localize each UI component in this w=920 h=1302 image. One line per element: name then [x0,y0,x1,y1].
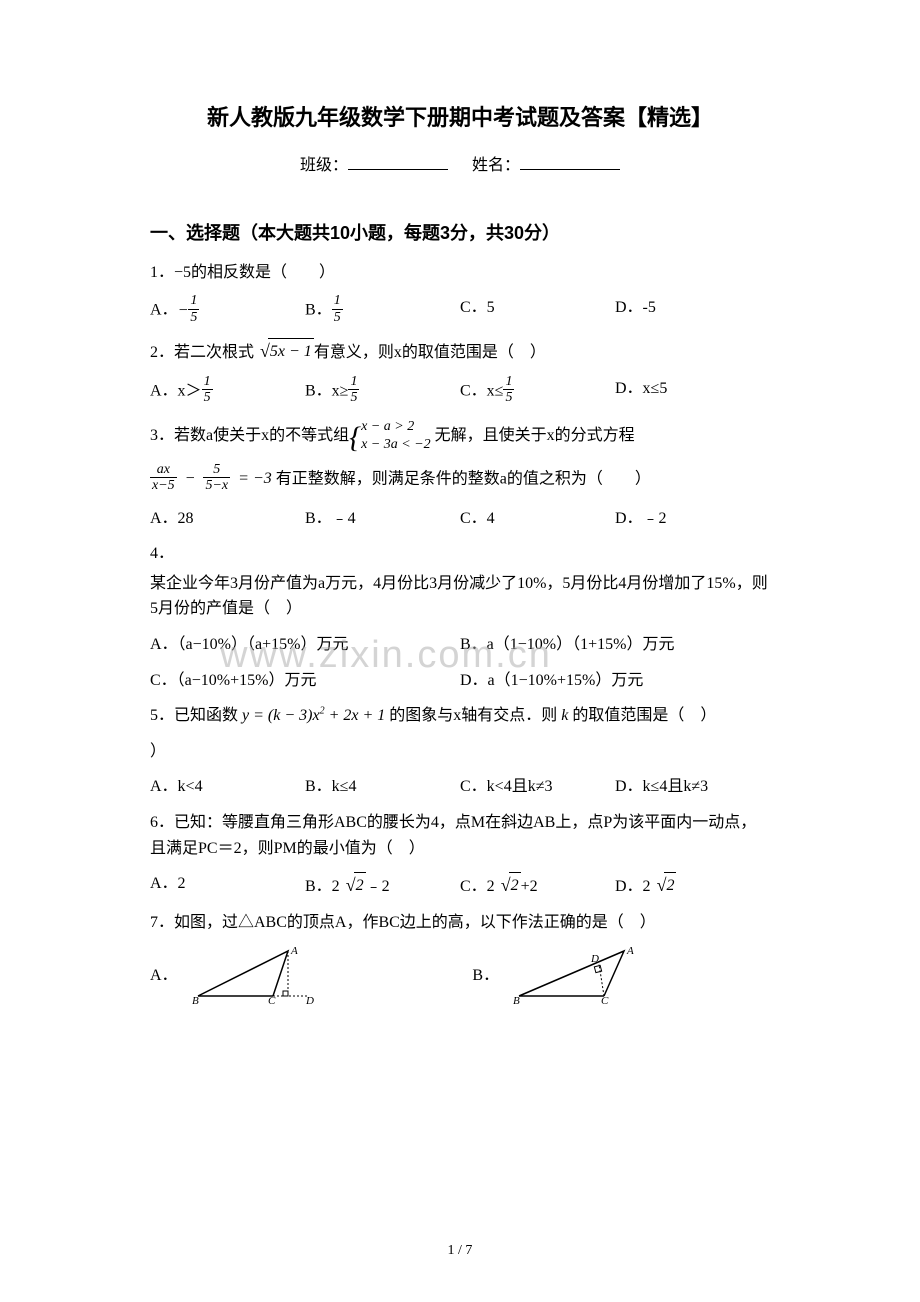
svg-text:A: A [290,946,298,957]
q3-stem-1: 3．若数a使关于x的不等式组 x − a > 2 x − 3a < −2 无解，… [150,418,770,454]
triangle-a-icon: A B C D [188,946,338,1006]
class-label: 班级： [300,157,348,174]
header-fields: 班级： 姓名： [150,153,770,179]
q2-options: A．x＞15 B．x≥15 C．x≤15 D．x≤5 [150,376,770,408]
q4-options-2: C．（a−10%+15%）万元 D．a（1−10%+15%）万元 [150,668,770,694]
q5-b: B．k≤4 [305,774,460,800]
q6-d: D．22 [615,871,770,900]
q6-stem: 6．已知：等腰直角三角形ABC的腰长为4，点M在斜边AB上，点P为该平面内一动点… [150,810,770,861]
q3-b: B．﹣4 [305,506,460,532]
class-blank [348,169,448,170]
q6-b: B．22﹣2 [305,871,460,900]
q6-a: A．2 [150,871,305,900]
q2-b: B．x≥15 [305,376,460,408]
q1-d: D．-5 [615,295,770,327]
q6-c: C．22+2 [460,871,615,900]
q4-a: A．（a−10%）（a+15%）万元 [150,632,460,658]
svg-text:A: A [626,946,634,957]
section-heading-1: 一、选择题（本大题共10小题，每题3分，共30分） [150,219,770,248]
page-title: 新人教版九年级数学下册期中考试题及答案【精选】 [150,100,770,135]
q5-stem: 5．已知函数 y = (k − 3)x2 + 2x + 1 的图象与x轴有交点．… [150,703,770,729]
name-label: 姓名： [472,157,520,174]
q1-options: A．−15 B．15 C．5 D．-5 [150,295,770,327]
q3-c: C．4 [460,506,615,532]
q3-d: D．﹣2 [615,506,770,532]
q4-stem-1: 4． [150,541,770,567]
name-blank [520,169,620,170]
svg-text:B: B [192,995,199,1006]
q1-stem: 1．−5的相反数是（ ） [150,260,770,286]
q5-a: A．k<4 [150,774,305,800]
q7-stem: 7．如图，过△ABC的顶点A，作BC边上的高，以下作法正确的是（ ） [150,910,770,936]
q7-a: A． A B C D [150,946,448,1006]
q7-figures: A． A B C D B． A B C D [150,946,770,1006]
svg-text:B: B [513,995,520,1006]
q3-a: A．28 [150,506,305,532]
q6-options: A．2 B．22﹣2 C．22+2 D．22 [150,871,770,900]
q1-a: A．−15 [150,295,305,327]
sqrt-5x-1: 5x − 1 [254,337,314,366]
q4-stem-2: 某企业今年3月份产值为a万元，4月份比3月份减少了10%，5月份比4月份增加了1… [150,571,770,622]
q5-c: C．k<4且k≠3 [460,774,615,800]
page-number: 1 / 7 [150,1240,770,1262]
q3-stem-2: axx−5 − 55−x = −3 有正整数解，则满足条件的整数a的值之积为（ … [150,464,770,496]
q4-c: C．（a−10%+15%）万元 [150,668,460,694]
q5-paren: ） [150,739,770,765]
q4-options-1: A．（a−10%）（a+15%）万元 B．a（1−10%）（1+15%）万元 [150,632,770,658]
svg-text:D: D [590,953,599,965]
q3-options: A．28 B．﹣4 C．4 D．﹣2 [150,506,770,532]
svg-text:C: C [268,995,276,1006]
q4-d: D．a（1−10%+15%）万元 [460,668,770,694]
q2-d: D．x≤5 [615,376,770,408]
q7-b: B． A B C D [472,946,770,1006]
triangle-b-icon: A B C D [509,946,659,1006]
q2-stem: 2．若二次根式5x − 1有意义，则x的取值范围是（ ） [150,337,770,366]
q1-b: B．15 [305,295,460,327]
svg-text:D: D [305,995,314,1006]
svg-text:C: C [601,995,609,1006]
q2-a: A．x＞15 [150,376,305,408]
q4-b: B．a（1−10%）（1+15%）万元 [460,632,770,658]
q5-options: A．k<4 B．k≤4 C．k<4且k≠3 D．k≤4且k≠3 [150,774,770,800]
q2-c: C．x≤15 [460,376,615,408]
q5-d: D．k≤4且k≠3 [615,774,770,800]
q1-c: C．5 [460,295,615,327]
ineq-system: x − a > 2 x − 3a < −2 [353,418,431,454]
